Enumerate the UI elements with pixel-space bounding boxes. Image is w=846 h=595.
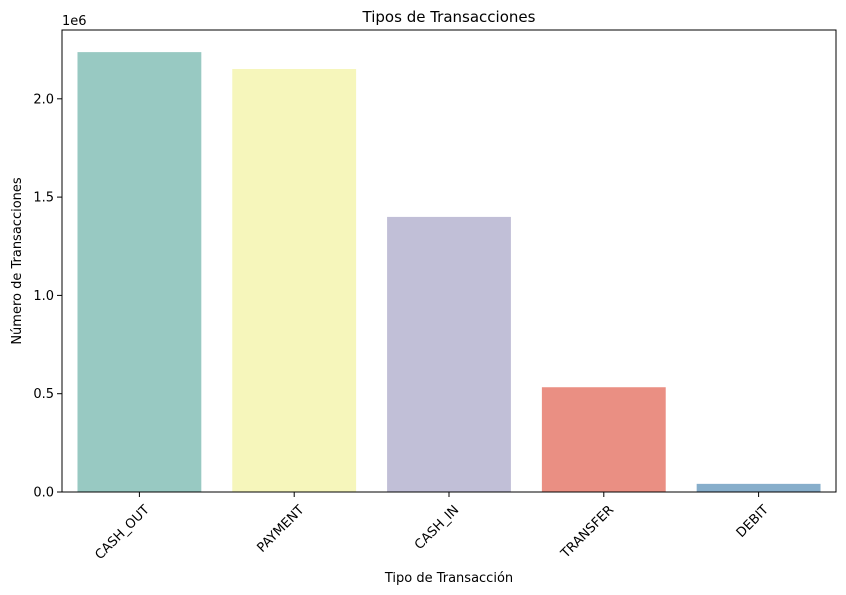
y-tick-label: 2.0 [33, 92, 54, 107]
x-tick-label: CASH_IN [412, 503, 462, 553]
y-tick-label: 0.5 [33, 387, 54, 402]
y-axis: 0.0 0.5 1.0 1.5 2.0 [33, 92, 62, 501]
bar-payment [232, 69, 357, 492]
y-axis-offset-label: 1e6 [62, 14, 87, 29]
x-tick-label: TRANSFER [558, 503, 617, 562]
chart-title: Tipos de Transacciones [362, 8, 536, 26]
x-axis: CASH_OUT PAYMENT CASH_IN TRANSFER DEBIT [92, 492, 772, 563]
x-tick-label: DEBIT [734, 503, 772, 541]
bars-group [77, 52, 821, 493]
x-axis-title: Tipo de Transacción [384, 571, 513, 586]
x-tick-label: PAYMENT [254, 503, 307, 556]
y-tick-label: 0.0 [33, 486, 54, 501]
y-tick-label: 1.5 [33, 191, 54, 206]
bar-cash-out [77, 52, 202, 493]
bar-transfer [541, 387, 666, 492]
y-tick-label: 1.0 [33, 289, 54, 304]
x-tick-label: CASH_OUT [92, 503, 152, 563]
bar-debit [696, 483, 821, 492]
y-axis-title: Número de Transacciones [10, 177, 25, 345]
bar-cash-in [387, 216, 511, 492]
